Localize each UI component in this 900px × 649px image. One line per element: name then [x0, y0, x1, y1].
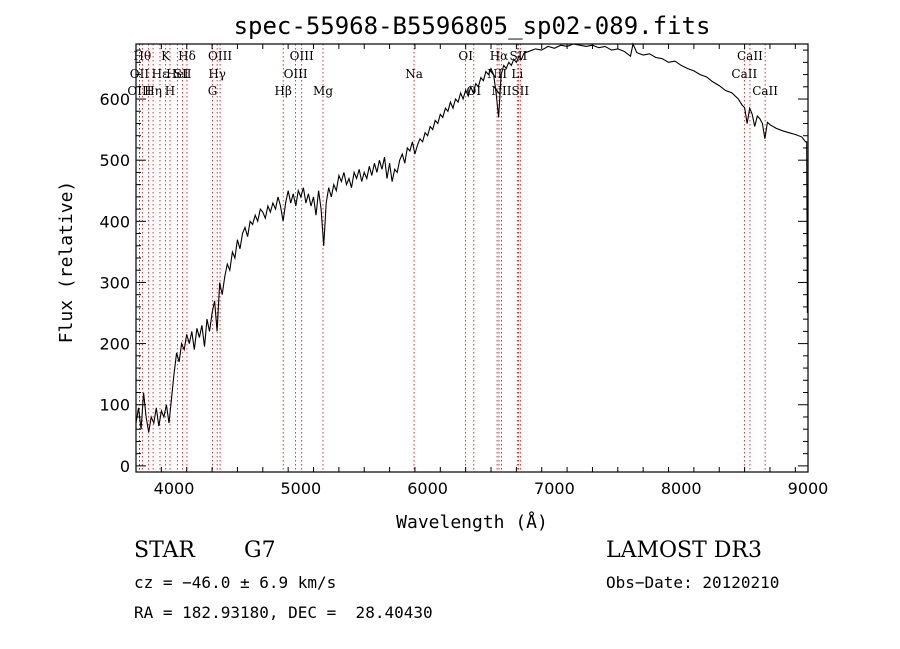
coordinates: RA = 182.93180, DEC = 28.40430: [134, 603, 433, 622]
redshift-readout: cz = −46.0 ± 6.9 km/s: [134, 573, 337, 592]
line-marker-label: OI: [458, 49, 473, 63]
spectral-subclass: G7: [244, 538, 276, 563]
y-tick-label: 600: [99, 90, 130, 109]
object-class: STAR: [134, 538, 195, 563]
line-marker-label: OIII: [208, 49, 232, 63]
line-marker-label: CaII: [731, 67, 757, 81]
line-marker-label: Hβ: [275, 84, 292, 98]
line-marker-label: H: [165, 84, 175, 98]
x-tick-label: 8000: [661, 479, 702, 498]
x-tick-label: 6000: [407, 479, 448, 498]
line-marker-label: G: [208, 84, 218, 98]
x-tick-label: 7000: [534, 479, 575, 498]
line-marker-label: Hγ: [208, 67, 226, 81]
line-marker-label: Hδ: [178, 49, 196, 63]
line-marker-label: Hε: [152, 67, 169, 81]
line-marker-label: CaII: [752, 84, 778, 98]
line-marker-label: Hα: [490, 49, 509, 63]
y-tick-label: 200: [99, 335, 130, 354]
line-marker-label: Hη: [144, 84, 162, 98]
emission-line-markers: [139, 44, 766, 472]
line-marker-label: NII: [492, 84, 512, 98]
y-tick-label: 400: [99, 212, 130, 231]
line-marker-label: Li: [511, 67, 523, 81]
x-tick-label: 5000: [280, 479, 321, 498]
line-marker-label: SII: [174, 67, 192, 81]
plot-frame: [135, 43, 809, 473]
line-marker-label: OIII: [290, 49, 314, 63]
y-tick-label: 500: [99, 151, 130, 170]
line-marker-label: Hθ: [133, 49, 151, 63]
survey-name: LAMOST DR3: [606, 538, 762, 563]
line-marker-label: NII: [487, 67, 507, 81]
line-marker-label: CaII: [737, 49, 763, 63]
chart-title: spec-55968-B5596805_sp02-089.fits: [234, 12, 711, 40]
line-marker-label: K: [161, 49, 171, 63]
x-axis-label: Wavelength (Å): [396, 511, 548, 533]
line-marker-label: Na: [405, 67, 423, 81]
y-axis-label: Flux (relative): [56, 181, 77, 344]
observation-date: Obs−Date: 20120210: [606, 573, 780, 592]
y-tick-label: 100: [99, 396, 130, 415]
spectrum-line: [135, 42, 809, 433]
line-marker-label: Mg: [313, 84, 333, 98]
line-marker-label: SII: [511, 84, 529, 98]
y-axis-ticks: 0 100 200 300 400 500 600: [99, 49, 808, 476]
y-tick-label: 0: [120, 457, 130, 476]
line-marker-label: OII: [130, 67, 150, 81]
x-tick-label: 9000: [788, 479, 829, 498]
x-axis-ticks: 4000 5000 6000 7000 8000 9000: [135, 44, 829, 498]
line-marker-label: HeI: [166, 67, 189, 81]
emission-line-labels: HθOIIOIIIHηHεKHHeISIIHδGHγOIIIHβOIIIOIII…: [127, 49, 778, 98]
y-tick-label: 300: [99, 273, 130, 292]
line-marker-label: OIII: [284, 67, 308, 81]
line-marker-label: OIII: [127, 84, 151, 98]
x-tick-label: 4000: [154, 479, 195, 498]
